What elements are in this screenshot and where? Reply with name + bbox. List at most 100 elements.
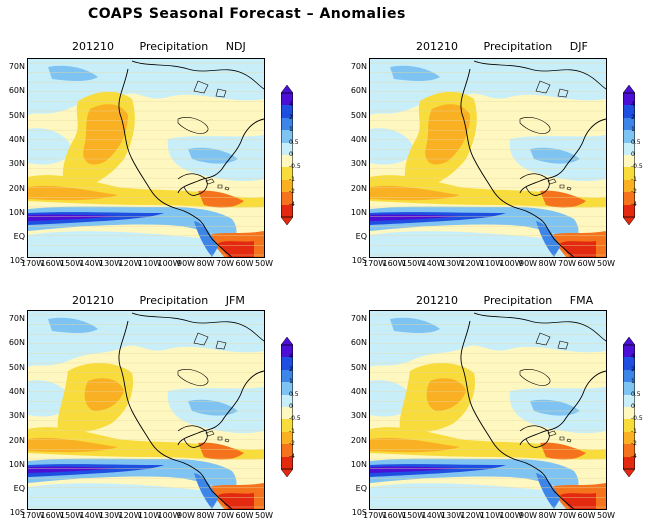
- longitude-label: 170W: [21, 259, 45, 268]
- latitude-label: 30N: [350, 159, 367, 169]
- colorbar-segment: [281, 130, 293, 143]
- wet-region: [28, 128, 72, 165]
- coastline: [177, 173, 208, 196]
- longitude-label: 80W: [538, 259, 557, 268]
- latitude-label: 10N: [350, 459, 367, 469]
- longitude-label: 50W: [597, 511, 616, 520]
- longitude-label: 140W: [421, 259, 445, 268]
- longitude-label: 160W: [382, 511, 406, 520]
- wet-region: [48, 65, 98, 81]
- longitude-label: 140W: [421, 511, 445, 520]
- coastline: [131, 60, 264, 90]
- colorbar-segment: [623, 105, 635, 118]
- colorbar-top-arrow: [623, 337, 635, 346]
- colorbar-label: -2: [289, 440, 295, 448]
- wet-region: [370, 128, 414, 165]
- longitude-label: 130W: [441, 259, 465, 268]
- latitude-label: 50N: [8, 362, 25, 372]
- colorbar-label: 1: [631, 378, 635, 386]
- dry-region: [84, 378, 124, 411]
- coastline: [473, 312, 606, 342]
- latitude-label: EQ: [13, 232, 25, 242]
- panel-date: 201210: [416, 40, 458, 53]
- colorbar-segment: [281, 93, 293, 106]
- colorbar-label: 0: [289, 151, 293, 158]
- colorbar-segment: [623, 382, 635, 395]
- colorbar-segment: [623, 93, 635, 106]
- latitude-label: 70N: [8, 314, 25, 323]
- colorbar-label: 1: [289, 126, 293, 134]
- dry-region: [198, 442, 244, 460]
- longitude-label: 50W: [255, 259, 274, 268]
- coastline: [118, 68, 233, 257]
- colorbar-segment: [281, 444, 293, 457]
- panel-date: 201210: [72, 294, 114, 307]
- wet-region: [536, 473, 560, 509]
- colorbar-bottom-arrow: [623, 216, 635, 225]
- island-outline: [193, 332, 227, 350]
- latitude-label: 10S: [351, 256, 367, 266]
- longitude-label: 90W: [519, 511, 538, 520]
- longitude-label: 110W: [138, 259, 162, 268]
- wet-region: [28, 214, 118, 221]
- colorbar: [281, 337, 293, 477]
- island-outline: [193, 80, 227, 98]
- latitude-label: 50N: [350, 110, 367, 120]
- longitude-label: 120W: [460, 259, 484, 268]
- latitude-label: EQ: [13, 484, 25, 494]
- coastline: [177, 370, 264, 446]
- coastline: [118, 320, 233, 509]
- wet-region: [370, 466, 460, 473]
- latitude-label: 20N: [8, 435, 25, 445]
- coastline: [460, 320, 575, 509]
- coastline: [177, 425, 208, 448]
- island-outline: [224, 438, 230, 443]
- longitude-label: 110W: [480, 259, 504, 268]
- longitude-label: 70W: [216, 259, 235, 268]
- longitude-label: 70W: [558, 259, 577, 268]
- longitude-label: 160W: [40, 511, 64, 520]
- colorbar-segment: [623, 192, 635, 205]
- latitude-label: 60N: [8, 338, 25, 348]
- panel-date: 201210: [416, 294, 458, 307]
- latitude-label: 50N: [350, 362, 367, 372]
- latitude-label: 30N: [8, 411, 25, 421]
- longitude-label: 60W: [235, 511, 254, 520]
- colorbar-frame: [623, 344, 635, 470]
- colorbar-segment: [623, 394, 635, 407]
- colorbar-label: 2: [631, 113, 635, 121]
- map-panel-fma: [369, 310, 607, 510]
- colorbar-label: -1: [289, 175, 295, 183]
- wet-region: [370, 214, 460, 221]
- island-outline: [547, 430, 557, 437]
- colorbar-label: -4: [631, 200, 637, 208]
- wet-region: [390, 65, 440, 81]
- coastline: [131, 312, 264, 342]
- colorbar-label: -1: [631, 427, 637, 435]
- coastline: [177, 118, 264, 194]
- colorbar-segment: [281, 407, 293, 420]
- colorbar-segment: [623, 179, 635, 193]
- longitude-label: 80W: [538, 511, 557, 520]
- colorbar-label: -4: [289, 452, 295, 460]
- coastline: [519, 118, 606, 194]
- latitude-label: 40N: [8, 386, 25, 396]
- longitude-label: 90W: [519, 259, 538, 268]
- colorbar-label: 4: [289, 101, 293, 109]
- dry-region: [426, 378, 466, 411]
- latitude-label: 10N: [8, 459, 25, 469]
- island-outline: [547, 178, 557, 185]
- longitude-label: 140W: [79, 259, 103, 268]
- colorbar-segment: [623, 117, 635, 131]
- longitude-label: 150W: [60, 511, 84, 520]
- longitude-label: 110W: [138, 511, 162, 520]
- longitude-label: 60W: [577, 511, 596, 520]
- longitude-label: 90W: [177, 511, 196, 520]
- wet-region: [28, 231, 264, 257]
- latitude-label: EQ: [355, 232, 367, 242]
- colorbar-segment: [623, 456, 635, 469]
- colorbar-frame: [623, 92, 635, 218]
- colorbar-label: -0.5: [289, 415, 301, 423]
- dry-region: [540, 190, 586, 208]
- colorbar-label: -1: [631, 175, 637, 183]
